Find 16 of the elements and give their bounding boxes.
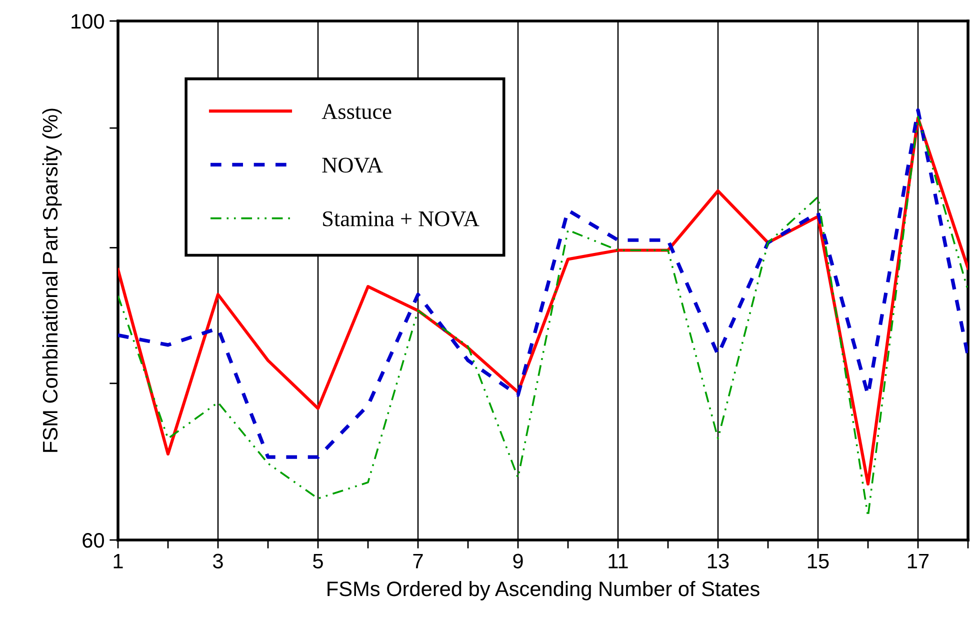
x-axis-title: FSMs Ordered by Ascending Number of States — [328, 580, 760, 600]
x-tick-label: 7 — [413, 554, 423, 568]
x-tick-label: 5 — [313, 554, 323, 568]
y-axis-title: FSM Combinational Part Sparsity (%) — [42, 108, 62, 452]
x-tick-label: 15 — [808, 554, 829, 568]
legend-label: NOVA — [322, 158, 383, 173]
legend-label: Asstuce — [322, 104, 392, 120]
x-tick-label: 3 — [213, 554, 223, 568]
legend-label: Stamina + NOVA — [323, 211, 480, 226]
x-tick-label: 13 — [708, 554, 729, 568]
x-tick-label: 11 — [608, 554, 628, 568]
y-tick-label: 60 — [82, 533, 104, 548]
x-tick-label: 9 — [513, 554, 523, 568]
x-tick-label: 17 — [908, 554, 929, 568]
y-tick-label: 100 — [72, 14, 104, 29]
x-tick-label: 1 — [114, 554, 123, 568]
